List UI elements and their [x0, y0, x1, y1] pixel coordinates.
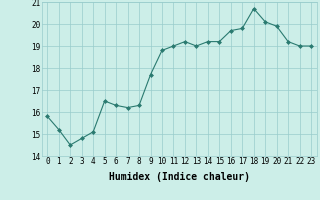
X-axis label: Humidex (Indice chaleur): Humidex (Indice chaleur) — [109, 172, 250, 182]
